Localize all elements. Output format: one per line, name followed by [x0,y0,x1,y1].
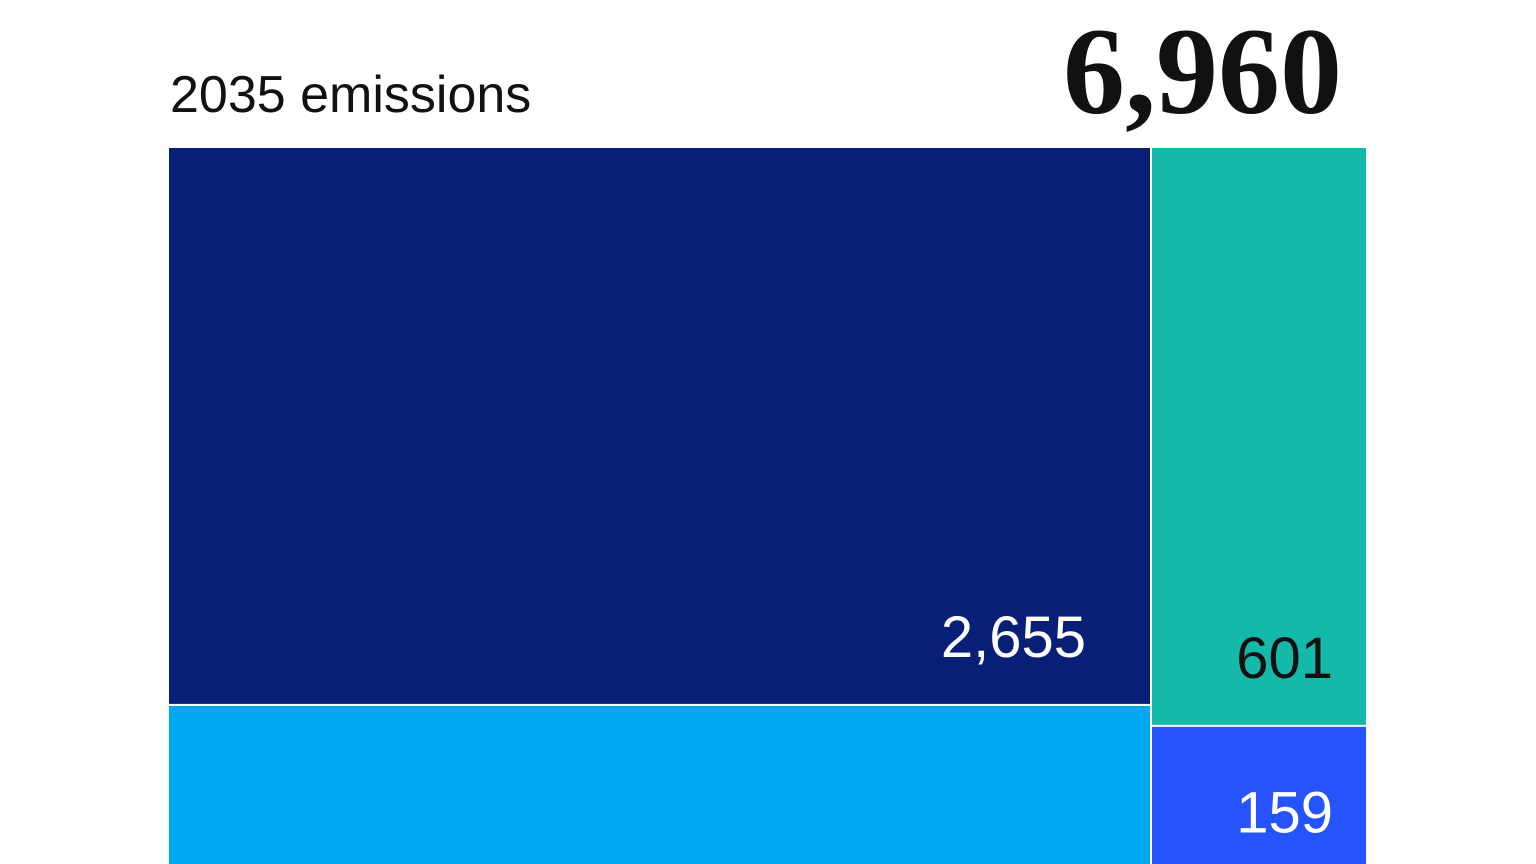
treemap-block [169,148,1150,704]
treemap-block [1152,148,1366,725]
chart-title: 2035 emissions [170,66,531,124]
treemap-block [169,706,1150,864]
total-value: 6,960 [1063,3,1342,140]
value-label: 159 [1236,780,1333,845]
value-label: 601 [1236,626,1333,691]
value-label: 2,655 [941,605,1086,670]
treemap-block [1152,726,1366,864]
